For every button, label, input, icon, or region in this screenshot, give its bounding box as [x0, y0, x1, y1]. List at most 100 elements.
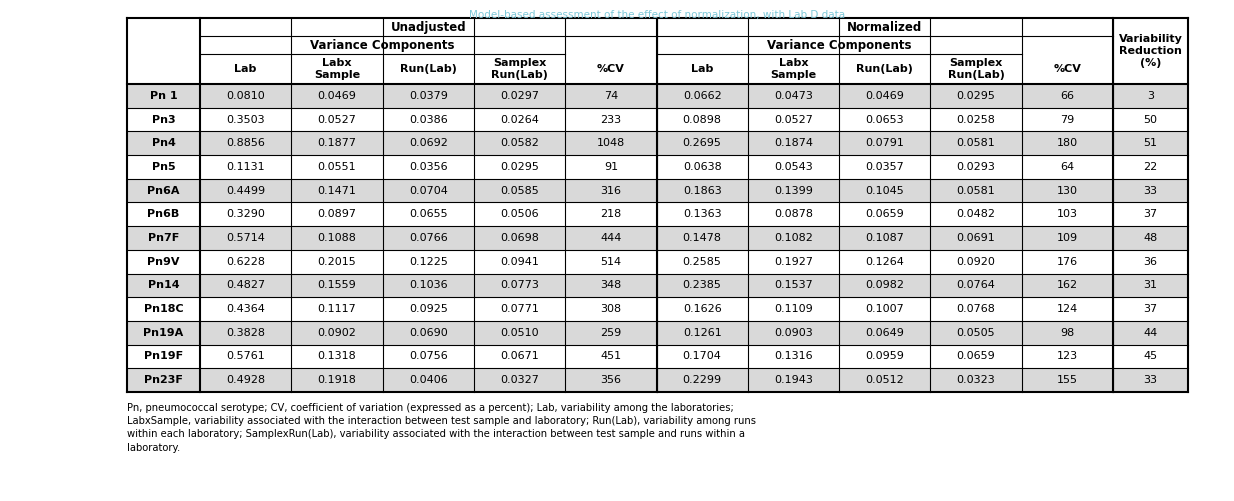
Text: 37: 37 [1144, 304, 1157, 314]
Text: Lab: Lab [691, 64, 713, 74]
Text: 0.5761: 0.5761 [226, 352, 265, 361]
Text: Normalized: Normalized [847, 21, 922, 34]
Text: 0.1559: 0.1559 [317, 281, 357, 291]
Text: 0.0469: 0.0469 [865, 91, 905, 101]
Text: Samplex
Run(Lab): Samplex Run(Lab) [948, 58, 1004, 80]
Text: 0.0768: 0.0768 [956, 304, 996, 314]
Text: Variability
Reduction
(%): Variability Reduction (%) [1118, 35, 1182, 68]
Bar [127, 226, 1188, 250]
Text: Variance Components: Variance Components [766, 39, 912, 52]
Text: 0.0510: 0.0510 [500, 328, 539, 338]
Text: 0.1918: 0.1918 [317, 375, 357, 385]
Text: 0.1927: 0.1927 [774, 257, 813, 267]
Text: 91: 91 [603, 162, 618, 172]
Text: 0.2695: 0.2695 [682, 138, 722, 148]
Text: 0.0659: 0.0659 [956, 352, 996, 361]
Text: Pn23F: Pn23F [144, 375, 183, 385]
Text: 451: 451 [600, 352, 622, 361]
Text: Pn7F: Pn7F [148, 233, 179, 243]
Text: 0.0406: 0.0406 [408, 375, 448, 385]
Text: 0.2299: 0.2299 [682, 375, 722, 385]
Text: Variance Components: Variance Components [310, 39, 455, 52]
Text: 0.2585: 0.2585 [682, 257, 722, 267]
Text: 0.1478: 0.1478 [682, 233, 722, 243]
Text: 123: 123 [1056, 352, 1079, 361]
Text: Labx
Sample: Labx Sample [313, 58, 360, 80]
Text: 66: 66 [1060, 91, 1075, 101]
Text: 36: 36 [1144, 257, 1157, 267]
Text: Pn 1: Pn 1 [149, 91, 178, 101]
Text: 0.1874: 0.1874 [774, 138, 813, 148]
Text: 103: 103 [1056, 209, 1077, 219]
Text: 0.5714: 0.5714 [226, 233, 265, 243]
Text: 33: 33 [1144, 375, 1157, 385]
Text: 0.0982: 0.0982 [865, 281, 905, 291]
Text: 0.0527: 0.0527 [774, 115, 813, 125]
Text: 0.0810: 0.0810 [226, 91, 265, 101]
Bar [127, 345, 1188, 368]
Text: 0.0585: 0.0585 [500, 185, 539, 195]
Text: 64: 64 [1060, 162, 1075, 172]
Text: 0.0581: 0.0581 [956, 138, 996, 148]
Text: Pn6B: Pn6B [147, 209, 180, 219]
Bar [127, 108, 1188, 131]
Text: Pn6A: Pn6A [147, 185, 180, 195]
Text: Pn, pneumococcal serotype; CV, coefficient of variation (expressed as a percent): Pn, pneumococcal serotype; CV, coefficie… [127, 403, 756, 452]
Text: 37: 37 [1144, 209, 1157, 219]
Text: 0.0379: 0.0379 [408, 91, 448, 101]
Text: 0.1943: 0.1943 [774, 375, 813, 385]
Text: 0.0698: 0.0698 [500, 233, 539, 243]
Text: 0.1045: 0.1045 [865, 185, 905, 195]
Text: 0.1007: 0.1007 [865, 304, 905, 314]
Text: 0.0690: 0.0690 [408, 328, 448, 338]
Text: 308: 308 [600, 304, 622, 314]
Text: 0.4928: 0.4928 [226, 375, 265, 385]
Text: 0.2015: 0.2015 [317, 257, 357, 267]
Text: 0.0264: 0.0264 [500, 115, 539, 125]
Text: 48: 48 [1144, 233, 1157, 243]
Text: 0.4499: 0.4499 [226, 185, 265, 195]
Bar [127, 321, 1188, 345]
Text: 0.0581: 0.0581 [956, 185, 996, 195]
Text: 0.0543: 0.0543 [774, 162, 813, 172]
Text: Pn18C: Pn18C [143, 304, 184, 314]
Text: 0.0878: 0.0878 [774, 209, 813, 219]
Text: 0.0704: 0.0704 [408, 185, 448, 195]
Text: Pn19F: Pn19F [144, 352, 183, 361]
Text: 0.0766: 0.0766 [408, 233, 448, 243]
Text: 0.1088: 0.1088 [317, 233, 357, 243]
Bar [127, 274, 1188, 297]
Text: 0.0662: 0.0662 [682, 91, 722, 101]
Text: 50: 50 [1144, 115, 1157, 125]
Text: 130: 130 [1056, 185, 1077, 195]
Text: 0.1225: 0.1225 [408, 257, 448, 267]
Text: 0.0671: 0.0671 [500, 352, 539, 361]
Text: 0.0506: 0.0506 [500, 209, 539, 219]
Text: Pn4: Pn4 [152, 138, 175, 148]
Text: 0.0692: 0.0692 [408, 138, 448, 148]
Text: 0.1537: 0.1537 [774, 281, 813, 291]
Bar [127, 131, 1188, 155]
Text: 0.0356: 0.0356 [408, 162, 448, 172]
Text: 0.8856: 0.8856 [226, 138, 265, 148]
Text: %CV: %CV [597, 64, 624, 74]
Text: 0.0791: 0.0791 [865, 138, 905, 148]
Text: 259: 259 [600, 328, 622, 338]
Bar [127, 368, 1188, 392]
Text: Pn5: Pn5 [152, 162, 175, 172]
Text: Run(Lab): Run(Lab) [400, 64, 457, 74]
Text: 162: 162 [1056, 281, 1079, 291]
Text: 0.0903: 0.0903 [774, 328, 813, 338]
Text: 0.6228: 0.6228 [226, 257, 265, 267]
Text: 0.0941: 0.0941 [500, 257, 539, 267]
Text: 44: 44 [1144, 328, 1157, 338]
Text: 79: 79 [1060, 115, 1075, 125]
Text: 0.1131: 0.1131 [226, 162, 265, 172]
Text: 0.0469: 0.0469 [317, 91, 357, 101]
Text: Lab: Lab [234, 64, 257, 74]
Bar [127, 155, 1188, 179]
Bar [127, 84, 1188, 108]
Text: 0.0512: 0.0512 [865, 375, 905, 385]
Text: 0.2385: 0.2385 [682, 281, 722, 291]
Text: 0.1264: 0.1264 [865, 257, 905, 267]
